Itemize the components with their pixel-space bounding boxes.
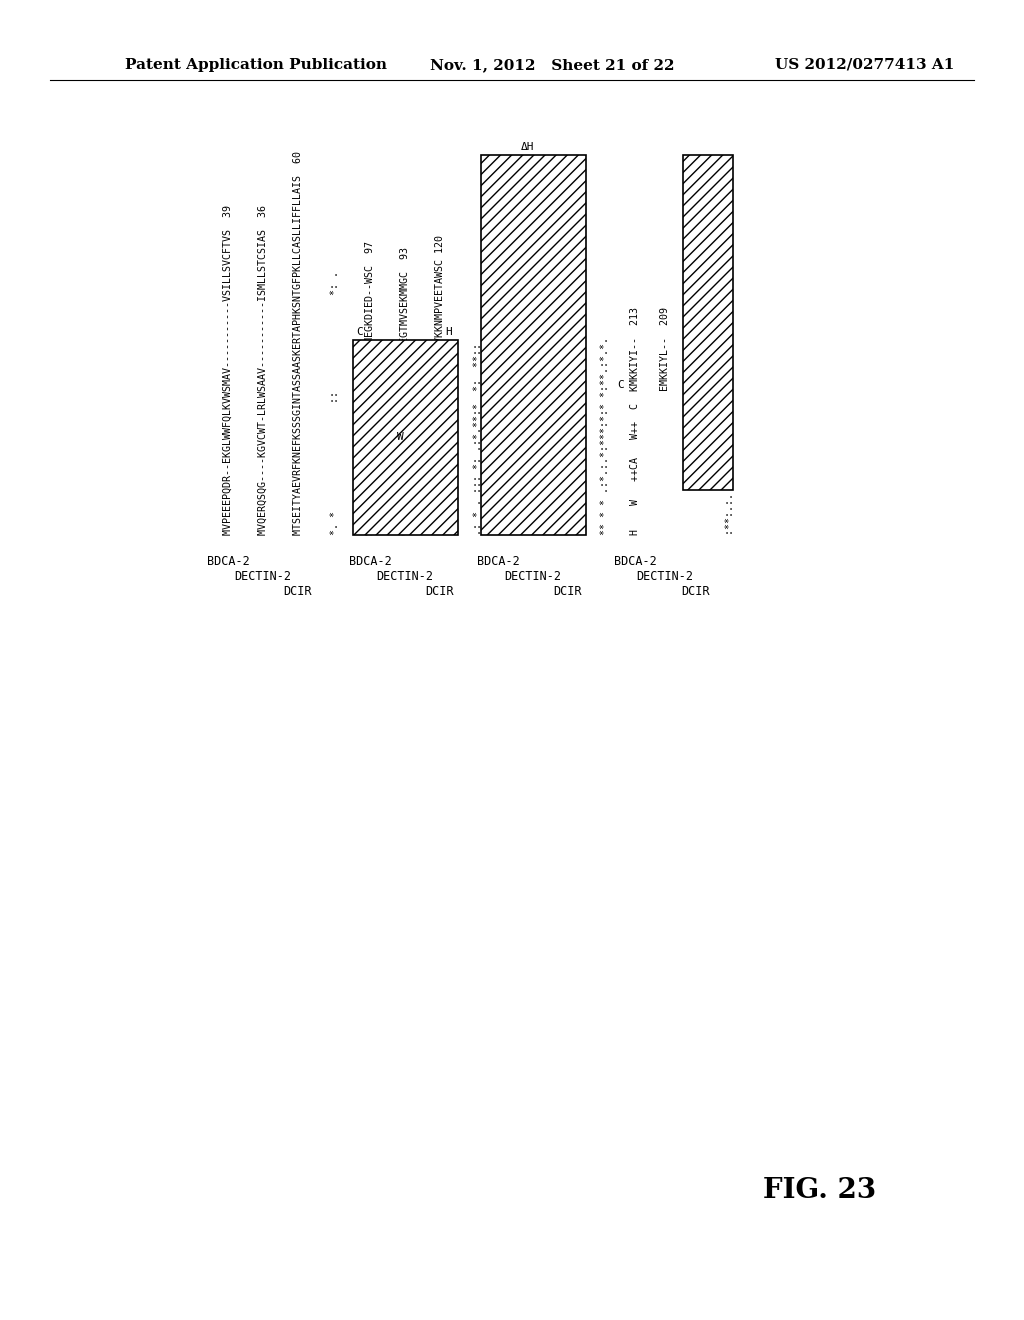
Text: EMKKIYL--  209: EMKKIYL-- 209 [660, 308, 670, 535]
Text: .: * . ::: *: .:*.**:*  *:  **::: .: * . ::: *: .:*.**:* *: **:: [473, 343, 483, 535]
Text: DECTIN-2: DECTIN-2 [377, 570, 433, 583]
Text: ** * * .:*.:.*:***:*:* *:**.:*.*.: ** * * .:*.:.*:***:*:* *:**.:*.*. [600, 337, 610, 535]
Text: Patent Application Publication: Patent Application Publication [125, 58, 387, 73]
Text: MVPEEEPQDR--EKGLWWFQLKVWSMAV-----------VSILLSVCFTVS  39: MVPEEEPQDR--EKGLWWFQLKVWSMAV-----------V… [223, 205, 233, 535]
Text: DECTIN-2: DECTIN-2 [637, 570, 693, 583]
Text: ΔAGA +      157: ΔAGA + 157 [493, 343, 503, 535]
Bar [683, 154, 733, 490]
Text: BDCA-2: BDCA-2 [348, 554, 391, 568]
Text: FIG. 23: FIG. 23 [764, 1176, 877, 1204]
Text: Nov. 1, 2012   Sheet 21 of 22: Nov. 1, 2012 Sheet 21 of 22 [430, 58, 675, 73]
Text: W: W [397, 432, 403, 442]
Text: DCIR: DCIR [554, 585, 583, 598]
Text: US 2012/0277413 A1: US 2012/0277413 A1 [775, 58, 954, 73]
Text: A  A  E  HA          153: A A E HA 153 [528, 343, 538, 535]
Text: H    W   ++CA   W++  C  KMKKIYI--  213: H W ++CA W++ C KMKKIYI-- 213 [630, 308, 640, 535]
Text: *. *                  ::                *: .: *. * :: *: . [330, 271, 340, 535]
Bar [481, 154, 586, 535]
Text: MTSEITYAEVRFKNEFKSSSGINTASSAASKERTAPHKSNTGFPKLLCASLLIFFLLAIS  60: MTSEITYAEVRFKNEFKSSSGINTASSAASKERTAPHKSN… [293, 150, 303, 535]
Text: MVQERQSQG----KGVCWT-LRLWSAAV-----------ISMLLSTCSIAS  36: MVQERQSQG----KGVCWT-LRLWSAAV-----------I… [258, 205, 268, 535]
Text: ΔH: ΔH [521, 143, 535, 152]
Text: BDCA-2: BDCA-2 [476, 554, 519, 568]
Text: EMKKTHL--  237: EMKKTHL-- 237 [690, 308, 700, 535]
Text: DECTIN-2: DECTIN-2 [505, 570, 561, 583]
Text: C: C [617, 380, 624, 389]
Text: BDCA-2: BDCA-2 [613, 554, 656, 568]
Text: DCIR: DCIR [284, 585, 312, 598]
Text: CVVTYQFIMDQOSRRLVEL--HTYHSSLTCFSEGTMVSEKMMGC  93: CVVTYQFIMDQOSRRLVEL--HTYHSSLTCFSEGTMVSEK… [400, 247, 410, 535]
Text: :**:.:. .:****:. * .: :**:.:. .:****:. * . [725, 414, 735, 535]
Bar [353, 341, 458, 535]
Text: H: H [445, 327, 452, 337]
Text: Δ  A  C              180: Δ A C 180 [563, 343, 573, 535]
Text: SVVPHNFMYSKTVKRLSKLREYQQYHPSLTCVMEGKDIED--WSC  97: SVVPHNFMYSKTVKRLSKLREYQQYHPSLTCVMEGKDIED… [365, 242, 375, 535]
Text: DECTIN-2: DECTIN-2 [234, 570, 292, 583]
Text: BDCA-2: BDCA-2 [207, 554, 250, 568]
Text: DCIR: DCIR [681, 585, 710, 598]
Text: C: C [356, 327, 362, 337]
Text: DCIR: DCIR [426, 585, 455, 598]
Text: FFIAFVIEFQKYSQLLEKKTTKELV HTTLECVKKNMPVEETAWSC 120: FFIAFVIEFQKYSQLLEKKTTKELV HTTLECVKKNMPVE… [435, 235, 445, 535]
